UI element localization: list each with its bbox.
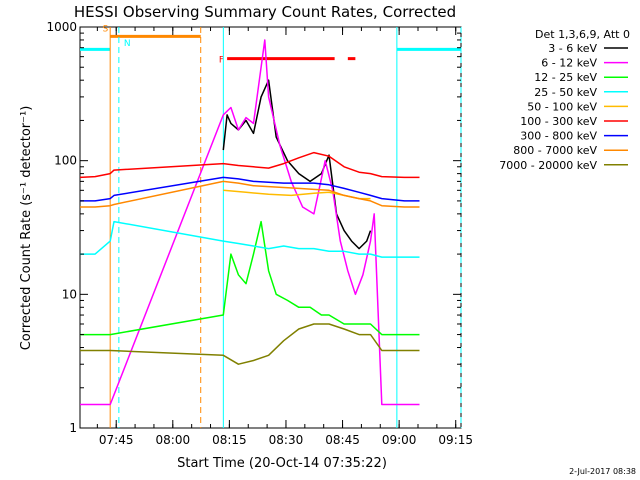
legend-label: 300 - 800 keV	[520, 130, 597, 143]
legend-label: 6 - 12 keV	[541, 57, 597, 70]
y-tick-label: 100	[54, 154, 77, 168]
legend-label: 800 - 7000 keV	[513, 144, 597, 157]
y-tick-label: 1	[69, 421, 77, 435]
chart-title: HESSI Observing Summary Count Rates, Cor…	[74, 3, 456, 21]
legend: Det 1,3,6,9, Att 0 3 - 6 keV 6 - 12 keV12…	[499, 28, 630, 172]
y-tick-label: 10	[62, 287, 77, 301]
series-line	[80, 180, 420, 208]
marker-label: N	[124, 39, 131, 49]
x-axis-label: Start Time (20-Oct-14 07:35:22)	[177, 456, 387, 471]
plot-frame	[79, 26, 462, 429]
x-tick-label: 08:00	[156, 433, 191, 447]
legend-label: 100 - 300 keV	[520, 115, 597, 128]
legend-label: 3 - 6 keV	[548, 42, 597, 55]
markers-layer: N	[109, 27, 462, 428]
series-line	[223, 189, 371, 200]
x-tick-label: 08:15	[212, 433, 247, 447]
plot-area: SF N 07:45 08:00 08:15 08:30 08:45 09:00 09:15…	[46, 20, 473, 447]
legend-label: 25 - 50 keV	[534, 86, 597, 99]
series-line	[80, 176, 420, 202]
footer-date: 2-Jul-2017 08:38	[569, 467, 636, 476]
series-line	[80, 220, 420, 258]
series-line	[222, 79, 372, 250]
legend-label: 7000 - 20000 keV	[499, 159, 597, 172]
x-ticks-layer: 07:45 08:00 08:15 08:30 08:45 09:00 09:15	[96, 27, 473, 447]
bars-layer: SF	[80, 24, 461, 66]
y-ticks-layer: 1 10 100 1000	[46, 20, 461, 435]
saa-label: S	[102, 24, 108, 34]
series-line	[79, 151, 420, 179]
y-axis-label: Corrected Count Rate (s⁻¹ detector⁻¹)	[19, 106, 34, 351]
series-line	[80, 220, 420, 336]
x-tick-label: 08:30	[269, 433, 304, 447]
series-layer	[79, 39, 420, 406]
legend-label: 50 - 100 keV	[527, 100, 597, 113]
series-line	[80, 323, 420, 365]
series-line	[80, 39, 420, 406]
legend-label: 12 - 25 keV	[534, 71, 597, 84]
x-tick-label: 08:45	[325, 433, 360, 447]
x-tick-label: 09:15	[438, 433, 473, 447]
attenuator-label: F	[219, 56, 224, 66]
y-tick-label: 1000	[46, 20, 77, 34]
legend-title: Det 1,3,6,9, Att 0	[535, 28, 630, 41]
x-tick-label: 09:00	[382, 433, 417, 447]
x-tick-label: 07:45	[99, 433, 134, 447]
